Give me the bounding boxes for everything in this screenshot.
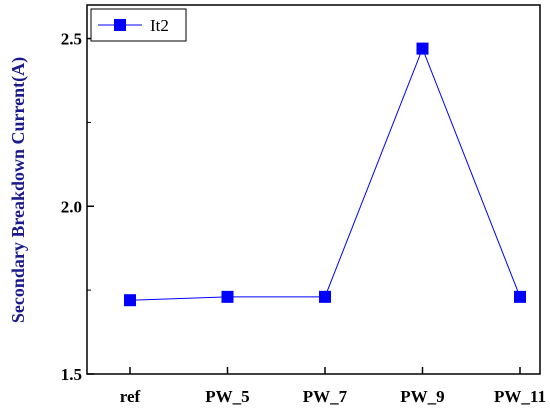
x-axis: ref PW_5 PW_7 PW_9 PW_11: [120, 367, 546, 406]
x-tick-label: PW_11: [494, 387, 546, 406]
x-tick-label: PW_7: [303, 387, 348, 406]
x-tick-label: PW_5: [205, 387, 249, 406]
data-point: [416, 42, 429, 55]
data-point: [514, 290, 526, 303]
data-point: [319, 290, 331, 303]
series-line: [129, 47, 521, 301]
y-axis-title: Secondary Breakdown Current(A): [8, 57, 29, 323]
plot-frame: [86, 4, 541, 375]
y-axis: 1.5 2.0 2.5: [61, 30, 94, 384]
legend-marker: [114, 19, 126, 31]
legend-label: It2: [150, 16, 169, 35]
x-tick-label: PW_9: [400, 387, 444, 406]
legend: It2: [90, 8, 187, 42]
data-point: [124, 294, 136, 307]
y-tick-label: 1.5: [61, 365, 82, 384]
x-tick-label: ref: [120, 387, 141, 406]
y-tick-label: 2.5: [61, 30, 82, 49]
data-point: [221, 290, 234, 303]
y-tick-label: 2.0: [61, 197, 82, 216]
series-layer: [124, 42, 526, 307]
